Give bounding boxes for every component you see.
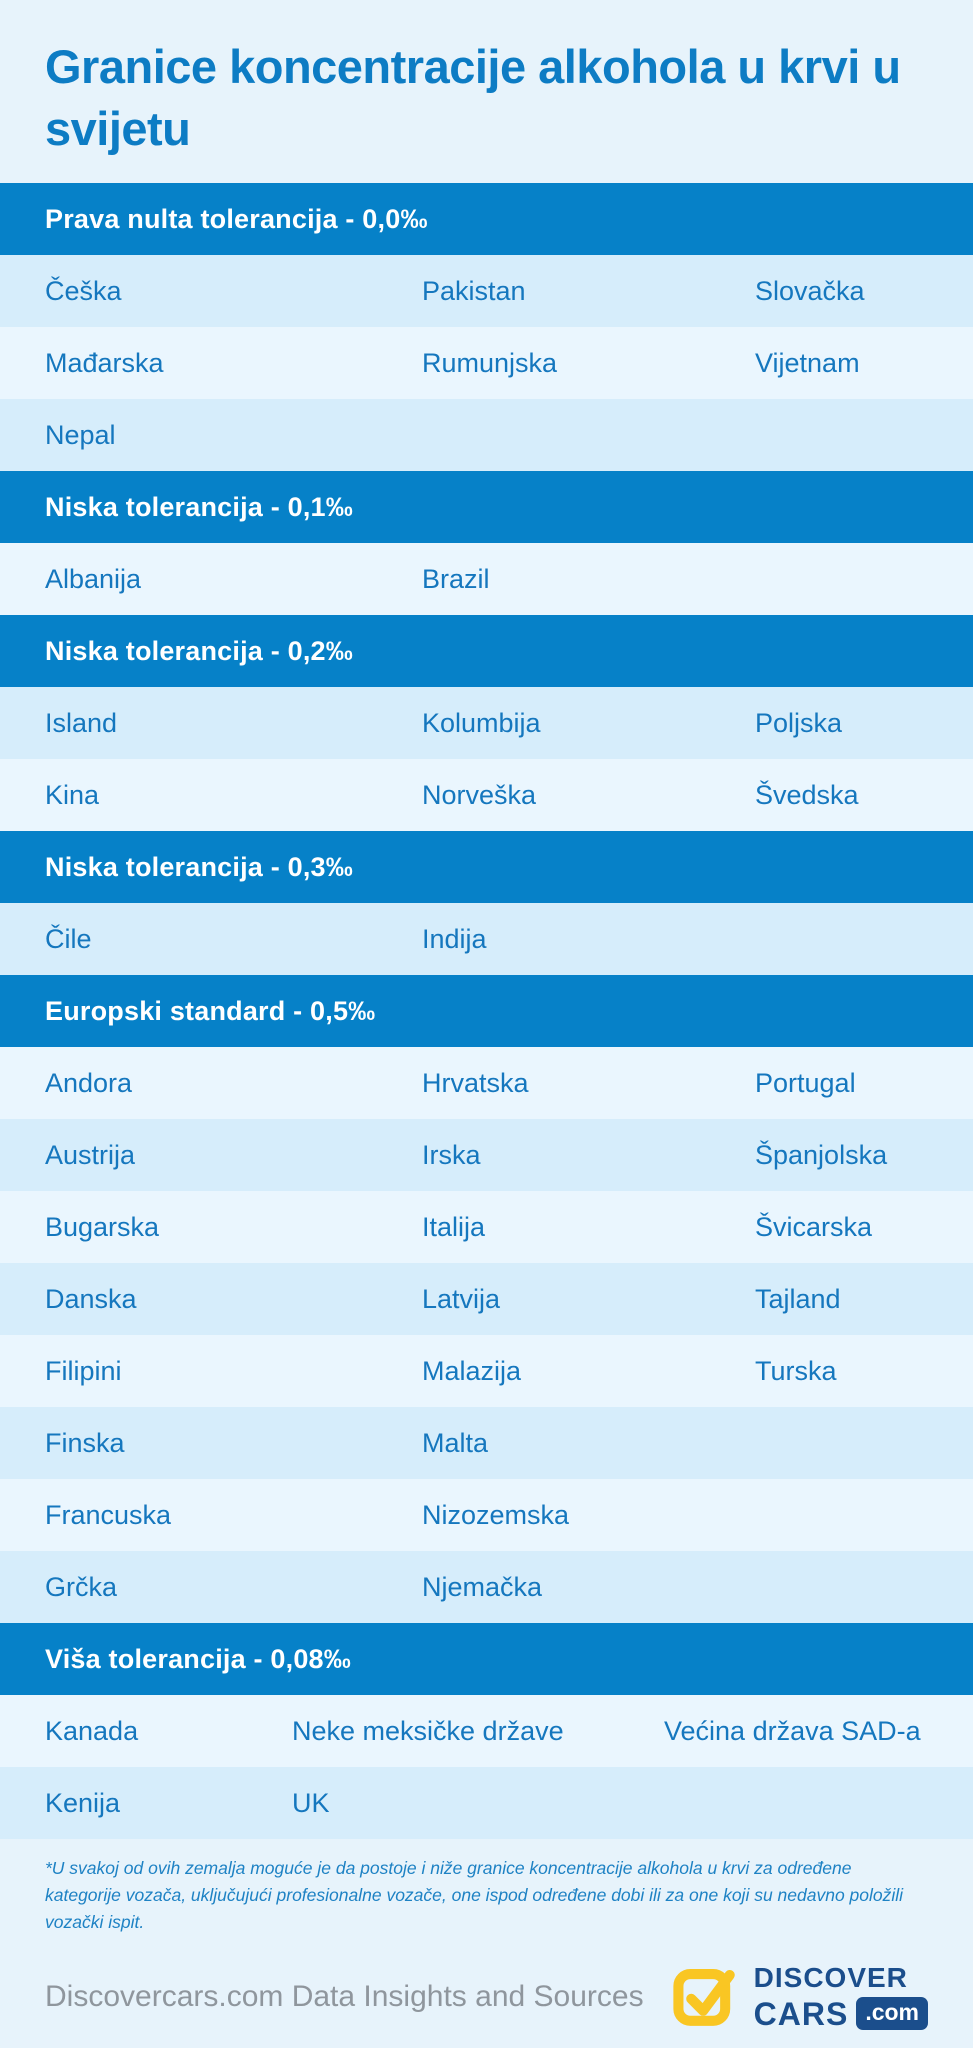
country-cell: Kanada <box>45 1715 139 1746</box>
country-row: Albanija Brazil <box>0 543 973 616</box>
country-cell: Kina <box>45 779 100 810</box>
tolerance-sections: Prava nulta tolerancija - 0,0‰ Češka Pakis… <box>0 183 973 1840</box>
country-cell: Hrvatska <box>422 1067 529 1098</box>
country-cell: Grčka <box>45 1571 118 1602</box>
country-row: Kina Norveška Švedska <box>0 759 973 832</box>
country-cell: Malazija <box>422 1355 522 1386</box>
country-cell: Vijetnam <box>755 347 860 378</box>
section-header: Niska tolerancija - 0,1‰ <box>0 471 973 544</box>
brand-logo: DISCOVER CARS .com <box>672 1962 928 2032</box>
country-cell: Nepal <box>45 419 116 450</box>
section-label: Niska tolerancija - 0,3‰ <box>45 851 353 882</box>
domain-badge: .com <box>856 1997 928 2031</box>
section-header: Viša tolerancija - 0,08‰ <box>0 1623 973 1696</box>
country-cell: Finska <box>45 1427 125 1458</box>
country-row: Finska Malta <box>0 1407 973 1480</box>
country-cell: Kenija <box>45 1787 121 1818</box>
country-cell: Island <box>45 707 118 738</box>
country-cell: Brazil <box>422 563 490 594</box>
country-cell: Rumunjska <box>422 347 558 378</box>
footnote-text: *U svakoj od ovih zemalja moguće je da p… <box>45 1858 904 1933</box>
country-cell: Italija <box>422 1211 486 1242</box>
country-cell: Austrija <box>45 1139 136 1170</box>
country-row: Austrija Irska Španjolska <box>0 1119 973 1192</box>
country-row: Island Kolumbija Poljska <box>0 687 973 760</box>
country-cell: Irska <box>422 1139 481 1170</box>
country-cell: Bugarska <box>45 1211 160 1242</box>
country-cell: Norveška <box>422 779 537 810</box>
country-cell: Češka <box>45 275 122 306</box>
country-row: Francuska Nizozemska <box>0 1479 973 1552</box>
country-cell: Filipini <box>45 1355 122 1386</box>
country-cell: Španjolska <box>755 1139 888 1170</box>
country-cell: Čile <box>45 923 92 954</box>
brand-name-discover: DISCOVER <box>753 1962 908 1994</box>
section-header: Niska tolerancija - 0,3‰ <box>0 831 973 904</box>
country-cell: Turska <box>755 1355 837 1386</box>
country-row: Mađarska Rumunjska Vijetnam <box>0 327 973 400</box>
country-row: Filipini Malazija Turska <box>0 1335 973 1408</box>
country-cell: Indija <box>422 923 487 954</box>
country-cell: Kolumbija <box>422 707 541 738</box>
country-cell: Tajland <box>755 1283 841 1314</box>
brand-name-cars-line: CARS .com <box>753 1995 928 2032</box>
country-cell: Švedska <box>755 779 859 810</box>
section-label: Viša tolerancija - 0,08‰ <box>45 1643 351 1674</box>
country-cell: Latvija <box>422 1283 501 1314</box>
section-label: Niska tolerancija - 0,2‰ <box>45 635 353 666</box>
source-text: Discovercars.com Data Insights and Sourc… <box>45 1980 644 2014</box>
section-label: Europski standard - 0,5‰ <box>45 995 376 1026</box>
country-row: Češka Pakistan Slovačka <box>0 255 973 328</box>
country-cell: Većina država SAD-a <box>664 1715 921 1746</box>
country-row: Čile Indija <box>0 903 973 976</box>
section-label: Niska tolerancija - 0,1‰ <box>45 491 353 522</box>
country-cell: Francuska <box>45 1499 172 1530</box>
country-row: Bugarska Italija Švicarska <box>0 1191 973 1264</box>
country-cell: Slovačka <box>755 275 865 306</box>
country-cell: UK <box>292 1787 330 1818</box>
section-header: Prava nulta tolerancija - 0,0‰ <box>0 183 973 256</box>
country-cell: Malta <box>422 1427 489 1458</box>
brand-wordmark: DISCOVER CARS .com <box>753 1962 928 2032</box>
country-cell: Mađarska <box>45 347 164 378</box>
country-row: Kenija UK <box>0 1767 973 1840</box>
check-icon <box>673 1969 735 2027</box>
section-label: Prava nulta tolerancija - 0,0‰ <box>45 203 428 234</box>
country-cell: Poljska <box>755 707 843 738</box>
country-row: Nepal <box>0 399 973 472</box>
country-cell: Andora <box>45 1067 133 1098</box>
section-header: Niska tolerancija - 0,2‰ <box>0 615 973 688</box>
country-cell: Danska <box>45 1283 137 1314</box>
footer: Discovercars.com Data Insights and Sourc… <box>45 1962 928 2032</box>
country-cell: Nizozemska <box>422 1499 570 1530</box>
brand-name-cars: CARS <box>753 1995 849 2032</box>
country-row: Andora Hrvatska Portugal <box>0 1047 973 1120</box>
country-cell: Njemačka <box>422 1571 543 1602</box>
country-row: Kanada Neke meksičke države Većina država … <box>0 1695 973 1768</box>
country-cell: Pakistan <box>422 275 526 306</box>
country-row: Danska Latvija Tajland <box>0 1263 973 1336</box>
country-row: Grčka Njemačka <box>0 1551 973 1624</box>
country-cell: Švicarska <box>755 1211 873 1242</box>
country-cell: Albanija <box>45 563 142 594</box>
bottom-block: *U svakoj od ovih zemalja moguće je da p… <box>0 1839 973 2032</box>
page-title: Granice koncentracije alkohola u krvi u … <box>45 40 901 156</box>
section-header: Europski standard - 0,5‰ <box>0 975 973 1048</box>
country-cell: Portugal <box>755 1067 856 1098</box>
country-cell: Neke meksičke države <box>292 1715 564 1746</box>
